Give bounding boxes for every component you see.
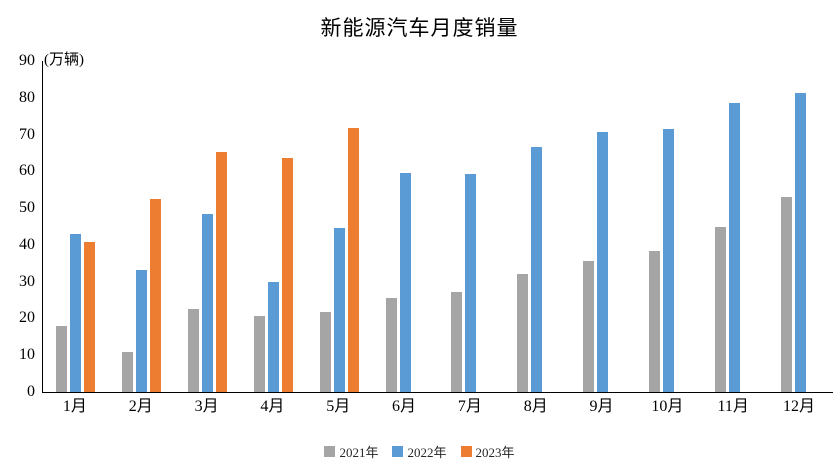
bar-2022年-11月 — [728, 102, 740, 392]
bar-group-12月 — [767, 61, 833, 392]
y-tick-label-30: 30 — [19, 272, 35, 290]
bar-group-7月 — [438, 61, 504, 392]
y-tick-label-80: 80 — [19, 88, 35, 106]
bar-2021年-9月 — [583, 260, 595, 392]
y-tick-label-10: 10 — [19, 346, 35, 364]
x-tick-label-11月: 11月 — [717, 398, 749, 415]
bar-2022年-1月 — [70, 233, 82, 392]
x-tick-label-12月: 12月 — [783, 398, 816, 415]
y-tick-label-20: 20 — [19, 309, 35, 327]
bar-group-11月 — [701, 61, 767, 392]
bar-group-2月 — [109, 61, 175, 392]
y-tick-label-90: 90 — [19, 52, 35, 69]
bar-2023年-1月 — [84, 241, 96, 392]
bar-2021年-6月 — [385, 297, 397, 392]
y-tick-label-60: 60 — [19, 162, 35, 180]
bar-2021年-8月 — [517, 273, 529, 392]
x-tick-label-10月: 10月 — [651, 398, 684, 415]
bar-group-3月 — [175, 61, 241, 392]
legend-swatch-2023年 — [460, 446, 472, 457]
bar-2022年-8月 — [531, 147, 543, 392]
bar-2022年-2月 — [136, 269, 148, 392]
bar-group-5月 — [306, 61, 372, 392]
bar-2023年-3月 — [216, 151, 228, 392]
bar-group-8月 — [504, 61, 570, 392]
x-tick-label-6月: 6月 — [392, 398, 417, 415]
y-axis-unit-label: (万辆) — [44, 52, 84, 68]
bar-2021年-10月 — [648, 251, 660, 392]
bar-2021年-7月 — [451, 292, 463, 392]
y-tick-label-70: 70 — [19, 125, 35, 143]
bar-2022年-4月 — [267, 282, 279, 392]
bar-2022年-10月 — [662, 129, 674, 392]
bar-2023年-5月 — [347, 128, 359, 392]
bar-2022年-3月 — [202, 214, 214, 392]
x-tick-label-1月: 1月 — [62, 398, 87, 415]
legend-swatch-2021年 — [324, 446, 336, 457]
bar-2022年-12月 — [794, 92, 806, 392]
x-tick-label-3月: 3月 — [194, 398, 219, 415]
bar-2021年-11月 — [714, 226, 726, 392]
bar-2022年-5月 — [333, 227, 345, 392]
x-tick-label-9月: 9月 — [589, 398, 614, 415]
bar-2021年-2月 — [122, 351, 134, 392]
x-tick-label-2月: 2月 — [128, 398, 153, 415]
bar-group-9月 — [570, 61, 636, 392]
legend: 2021年 2022年 2023年 — [0, 442, 839, 461]
y-tick-label-0: 0 — [27, 383, 35, 400]
y-tick-label-40: 40 — [19, 235, 35, 253]
bar-2023年-2月 — [150, 198, 162, 392]
bar-2022年-6月 — [399, 172, 411, 392]
x-tick-label-7月: 7月 — [457, 398, 482, 415]
bar-2023年-4月 — [281, 158, 293, 392]
plot-groups — [43, 61, 833, 392]
y-axis: 90 80 70 60 50 40 30 20 10 0 — [0, 53, 35, 400]
legend-label-2022年: 2022年 — [407, 445, 447, 460]
x-tick-label-4月: 4月 — [260, 398, 285, 415]
y-tick-label-50: 50 — [19, 199, 35, 217]
bar-group-4月 — [240, 61, 306, 392]
x-tick-label-8月: 8月 — [523, 398, 548, 415]
legend-swatch-2022年 — [392, 446, 404, 457]
plot-area — [42, 61, 833, 393]
bar-2021年-3月 — [188, 308, 200, 392]
bar-2021年-1月 — [56, 326, 68, 392]
bar-group-6月 — [372, 61, 438, 392]
bar-2022年-9月 — [597, 131, 609, 392]
x-axis-labels: 1月 2月 3月 4月 5月 6月 7月 8月 9月 10月 11月 12月 — [42, 399, 832, 415]
bar-2021年-12月 — [780, 196, 792, 392]
bar-group-10月 — [635, 61, 701, 392]
bar-2022年-7月 — [465, 173, 477, 392]
legend-item-2022年: 2022年 — [392, 442, 447, 461]
bar-group-1月 — [43, 61, 109, 392]
bar-2021年-4月 — [253, 316, 265, 392]
legend-item-2023年: 2023年 — [460, 442, 515, 461]
chart-title: 新能源汽车月度销量 — [320, 16, 519, 40]
bar-2021年-5月 — [319, 312, 331, 392]
legend-label-2021年: 2021年 — [339, 445, 379, 460]
x-tick-label-5月: 5月 — [326, 398, 351, 415]
legend-item-2021年: 2021年 — [324, 442, 378, 461]
legend-label-2023年: 2023年 — [475, 445, 515, 460]
